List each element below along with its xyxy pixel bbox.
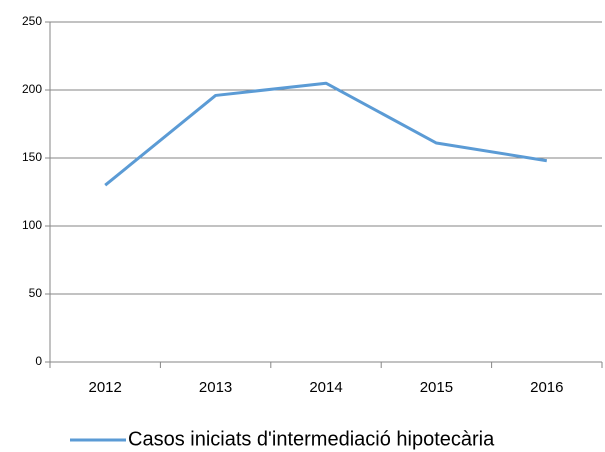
x-tick-label: 2016 [530, 379, 563, 396]
x-tick-label: 2013 [199, 379, 232, 396]
y-tick-label: 250 [22, 14, 42, 28]
legend-label: Casos iniciats d'intermediació hipotecàr… [128, 428, 495, 450]
x-tick-label: 2015 [420, 379, 453, 396]
y-tick-label: 0 [35, 354, 42, 368]
y-tick-label: 150 [22, 150, 42, 164]
line-series [104, 81, 548, 187]
x-tick-label: 2014 [309, 379, 342, 396]
y-tick-label: 100 [22, 218, 42, 232]
x-tick-label: 2012 [89, 379, 122, 396]
y-tick-label: 200 [22, 82, 42, 96]
y-tick-label: 50 [29, 286, 43, 300]
